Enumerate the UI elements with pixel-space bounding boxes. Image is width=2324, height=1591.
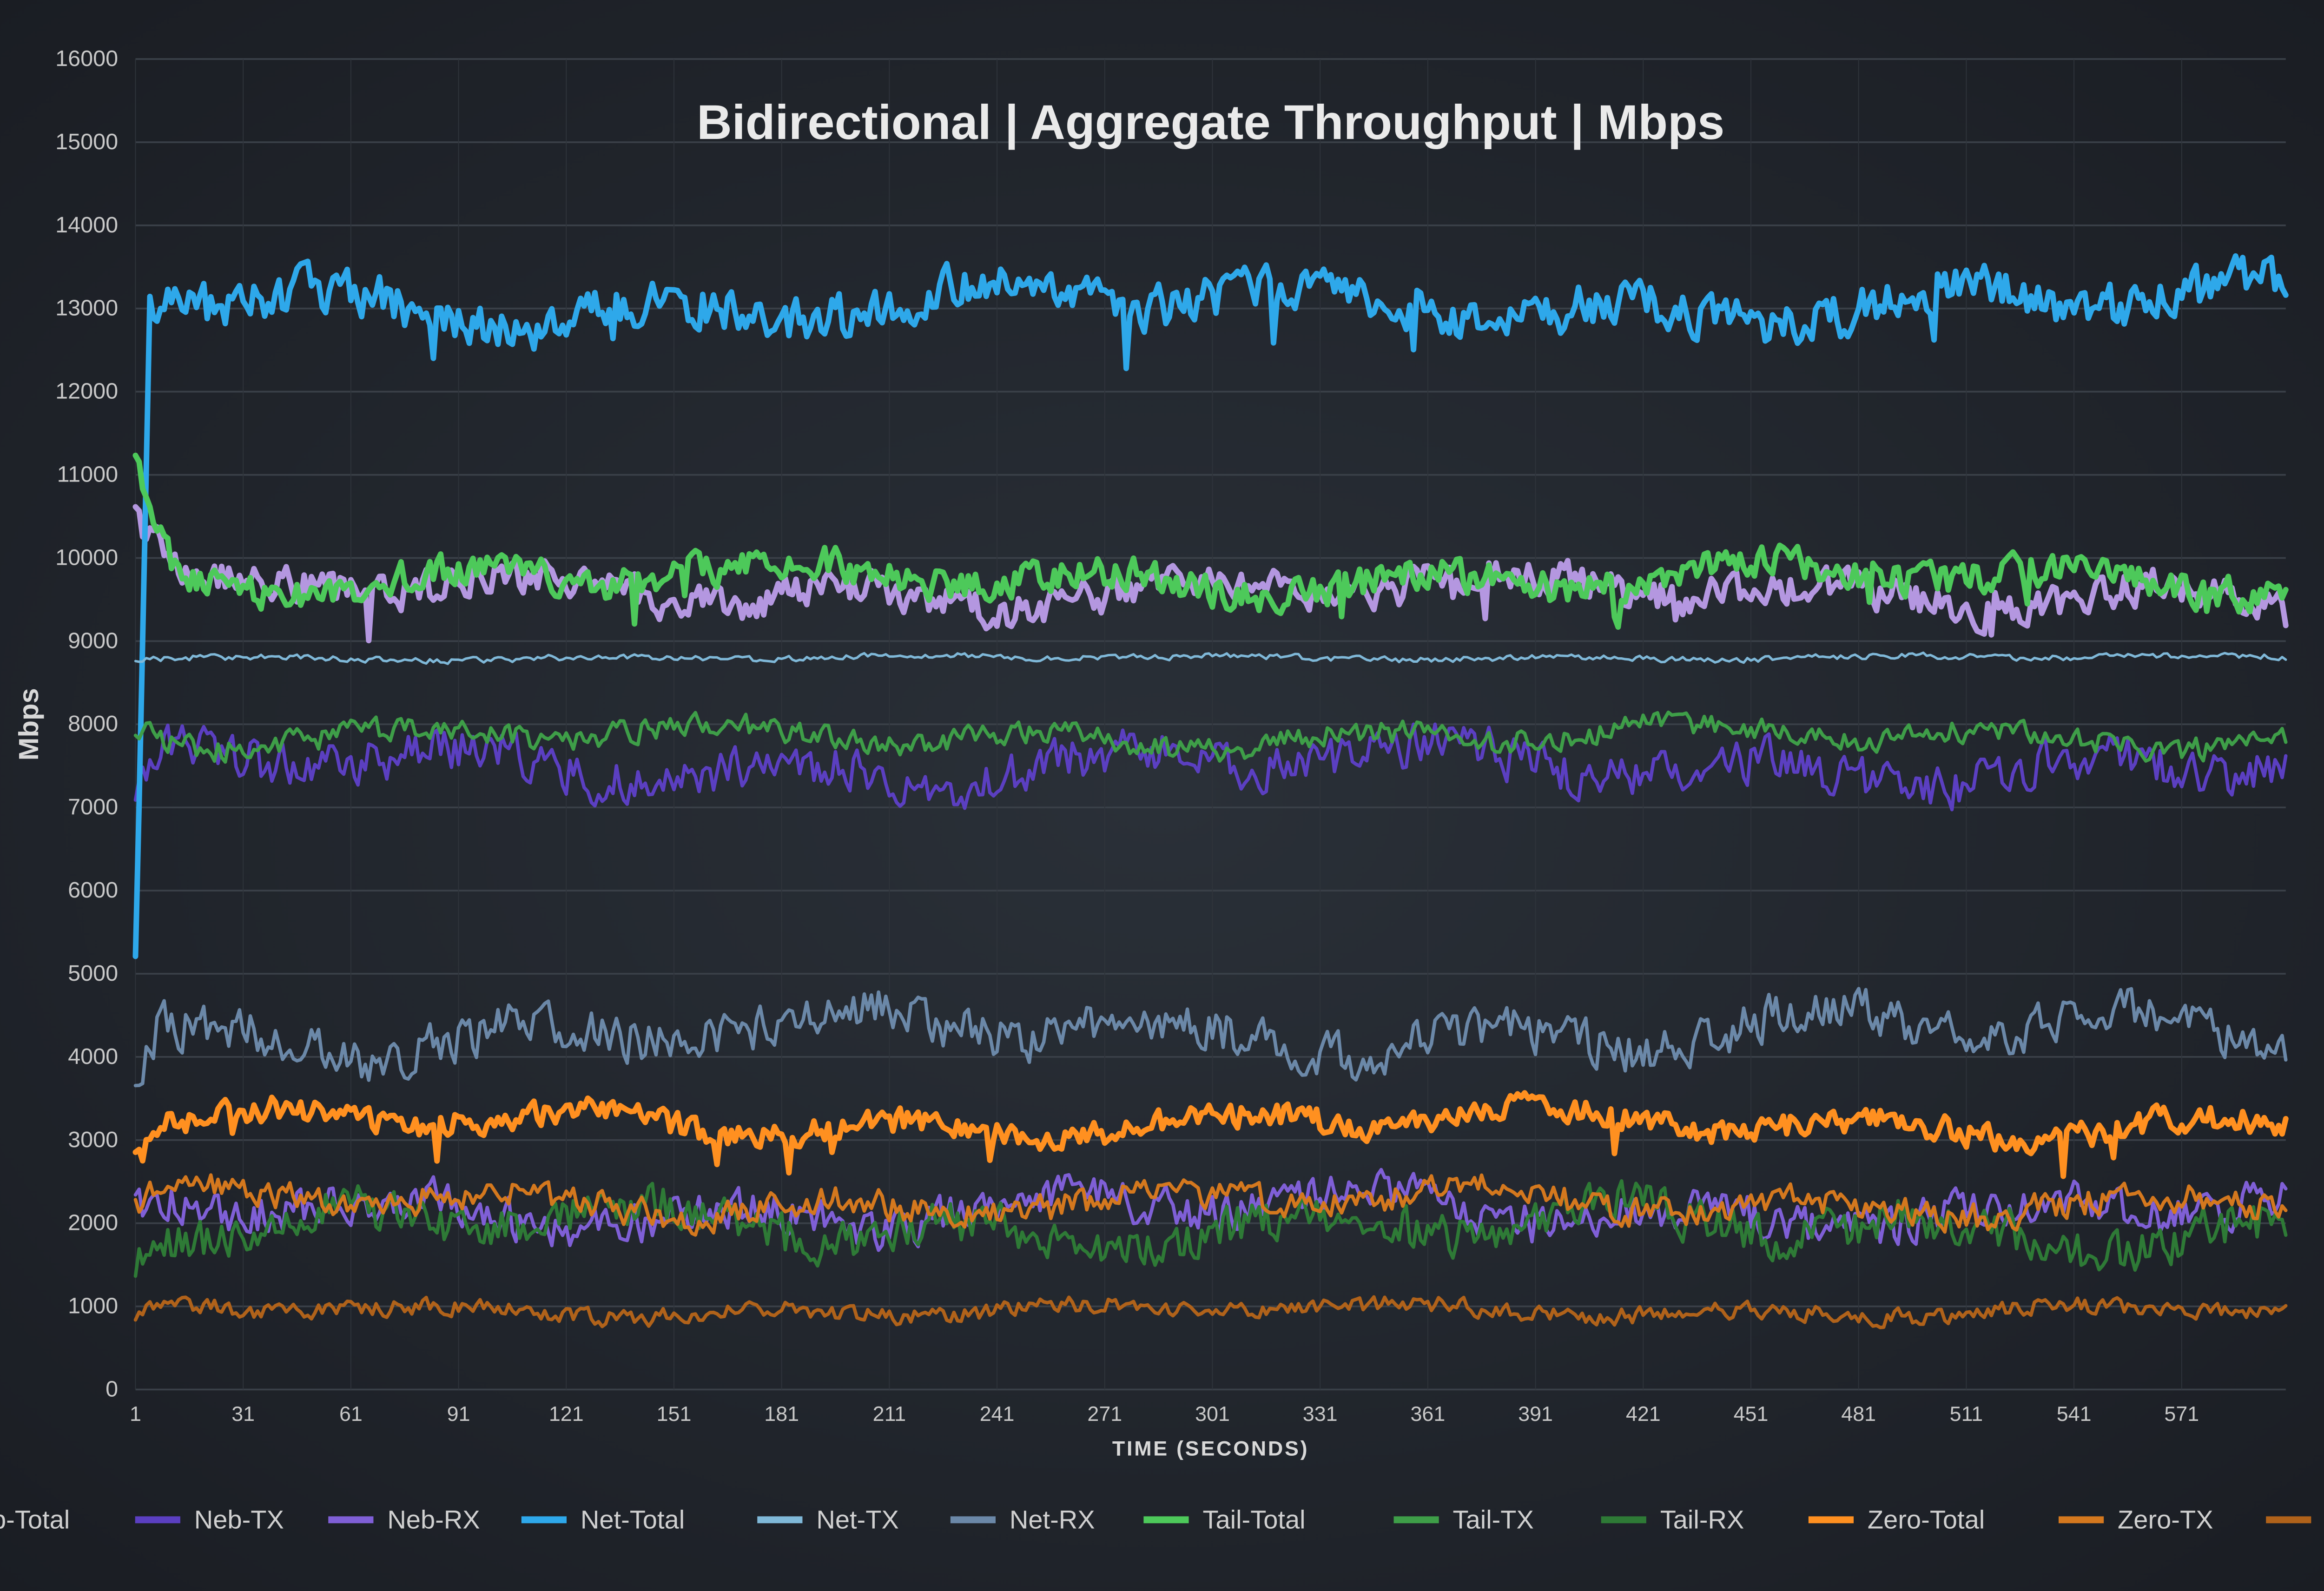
x-tick-label: 211 bbox=[873, 1402, 906, 1426]
x-tick-label: 121 bbox=[549, 1402, 584, 1426]
y-tick-label: 7000 bbox=[68, 794, 118, 819]
y-tick-label: 4000 bbox=[68, 1044, 118, 1069]
x-tick-label: 241 bbox=[980, 1402, 1015, 1426]
x-tick-label: 511 bbox=[1950, 1402, 1983, 1426]
x-tick-label: 571 bbox=[2164, 1402, 2199, 1426]
y-tick-label: 15000 bbox=[55, 129, 118, 154]
x-tick-label: 1 bbox=[130, 1402, 141, 1426]
y-tick-label: 13000 bbox=[55, 296, 118, 321]
legend-label: Zero-TX bbox=[2118, 1505, 2213, 1534]
y-tick-label: 11000 bbox=[57, 462, 118, 487]
legend-label: Net-TX bbox=[816, 1505, 899, 1534]
x-tick-label: 391 bbox=[1518, 1402, 1553, 1426]
legend-label: Tail-RX bbox=[1660, 1505, 1744, 1534]
x-tick-label: 271 bbox=[1087, 1402, 1122, 1426]
y-tick-label: 0 bbox=[106, 1376, 118, 1401]
series-neb-tx bbox=[135, 724, 2285, 809]
y-tick-label: 16000 bbox=[55, 46, 118, 71]
x-tick-label: 151 bbox=[657, 1402, 692, 1426]
legend-label: Zero-Total bbox=[1868, 1505, 1985, 1534]
legend-label: Tail-Total bbox=[1202, 1505, 1305, 1534]
series-net-tx bbox=[135, 653, 2285, 664]
x-tick-label: 481 bbox=[1841, 1402, 1876, 1426]
x-tick-label: 91 bbox=[447, 1402, 470, 1426]
legend-label: Tail-TX bbox=[1453, 1505, 1534, 1534]
chart-title: Bidirectional | Aggregate Throughput | M… bbox=[697, 95, 1724, 150]
y-tick-label: 3000 bbox=[68, 1127, 118, 1152]
x-tick-label: 421 bbox=[1626, 1402, 1661, 1426]
x-axis-label: TIME (SECONDS) bbox=[1112, 1437, 1309, 1460]
legend-label: Net-Total bbox=[581, 1505, 685, 1534]
y-tick-label: 5000 bbox=[68, 961, 118, 986]
x-tick-label: 331 bbox=[1303, 1402, 1338, 1426]
throughput-chart: 0 1000 2000 3000 4000 5000 6000 7000 8000 9000 100… bbox=[0, 0, 2324, 1591]
x-tick-label: 31 bbox=[231, 1402, 255, 1426]
y-tick-label: 1000 bbox=[68, 1294, 118, 1319]
x-tick-label: 181 bbox=[764, 1402, 799, 1426]
legend-label: Neb-Total bbox=[0, 1505, 70, 1534]
x-tick-label: 361 bbox=[1411, 1402, 1446, 1426]
series-zero-total bbox=[135, 1093, 2285, 1176]
x-tick-label: 61 bbox=[339, 1402, 363, 1426]
y-tick-label: 6000 bbox=[68, 878, 118, 903]
series-tail-total bbox=[135, 456, 2285, 627]
legend-label: Neb-RX bbox=[387, 1505, 480, 1534]
x-tick-label: 541 bbox=[2057, 1402, 2092, 1426]
series-net-rx bbox=[135, 989, 2285, 1086]
y-tick-label: 12000 bbox=[55, 379, 118, 404]
x-tick-label: 451 bbox=[1734, 1402, 1769, 1426]
series-zero-rx bbox=[135, 1297, 2285, 1327]
y-tick-label: 8000 bbox=[68, 711, 118, 736]
y-tick-label: 9000 bbox=[68, 628, 118, 653]
y-tick-label: 10000 bbox=[55, 545, 118, 570]
x-tick-label: 301 bbox=[1195, 1402, 1230, 1426]
legend-label: Neb-TX bbox=[194, 1505, 284, 1534]
y-tick-label: 2000 bbox=[68, 1210, 118, 1235]
y-axis-label: Mbps bbox=[13, 688, 44, 760]
legend-label: Net-RX bbox=[1010, 1505, 1095, 1534]
y-tick-label: 14000 bbox=[55, 212, 118, 238]
